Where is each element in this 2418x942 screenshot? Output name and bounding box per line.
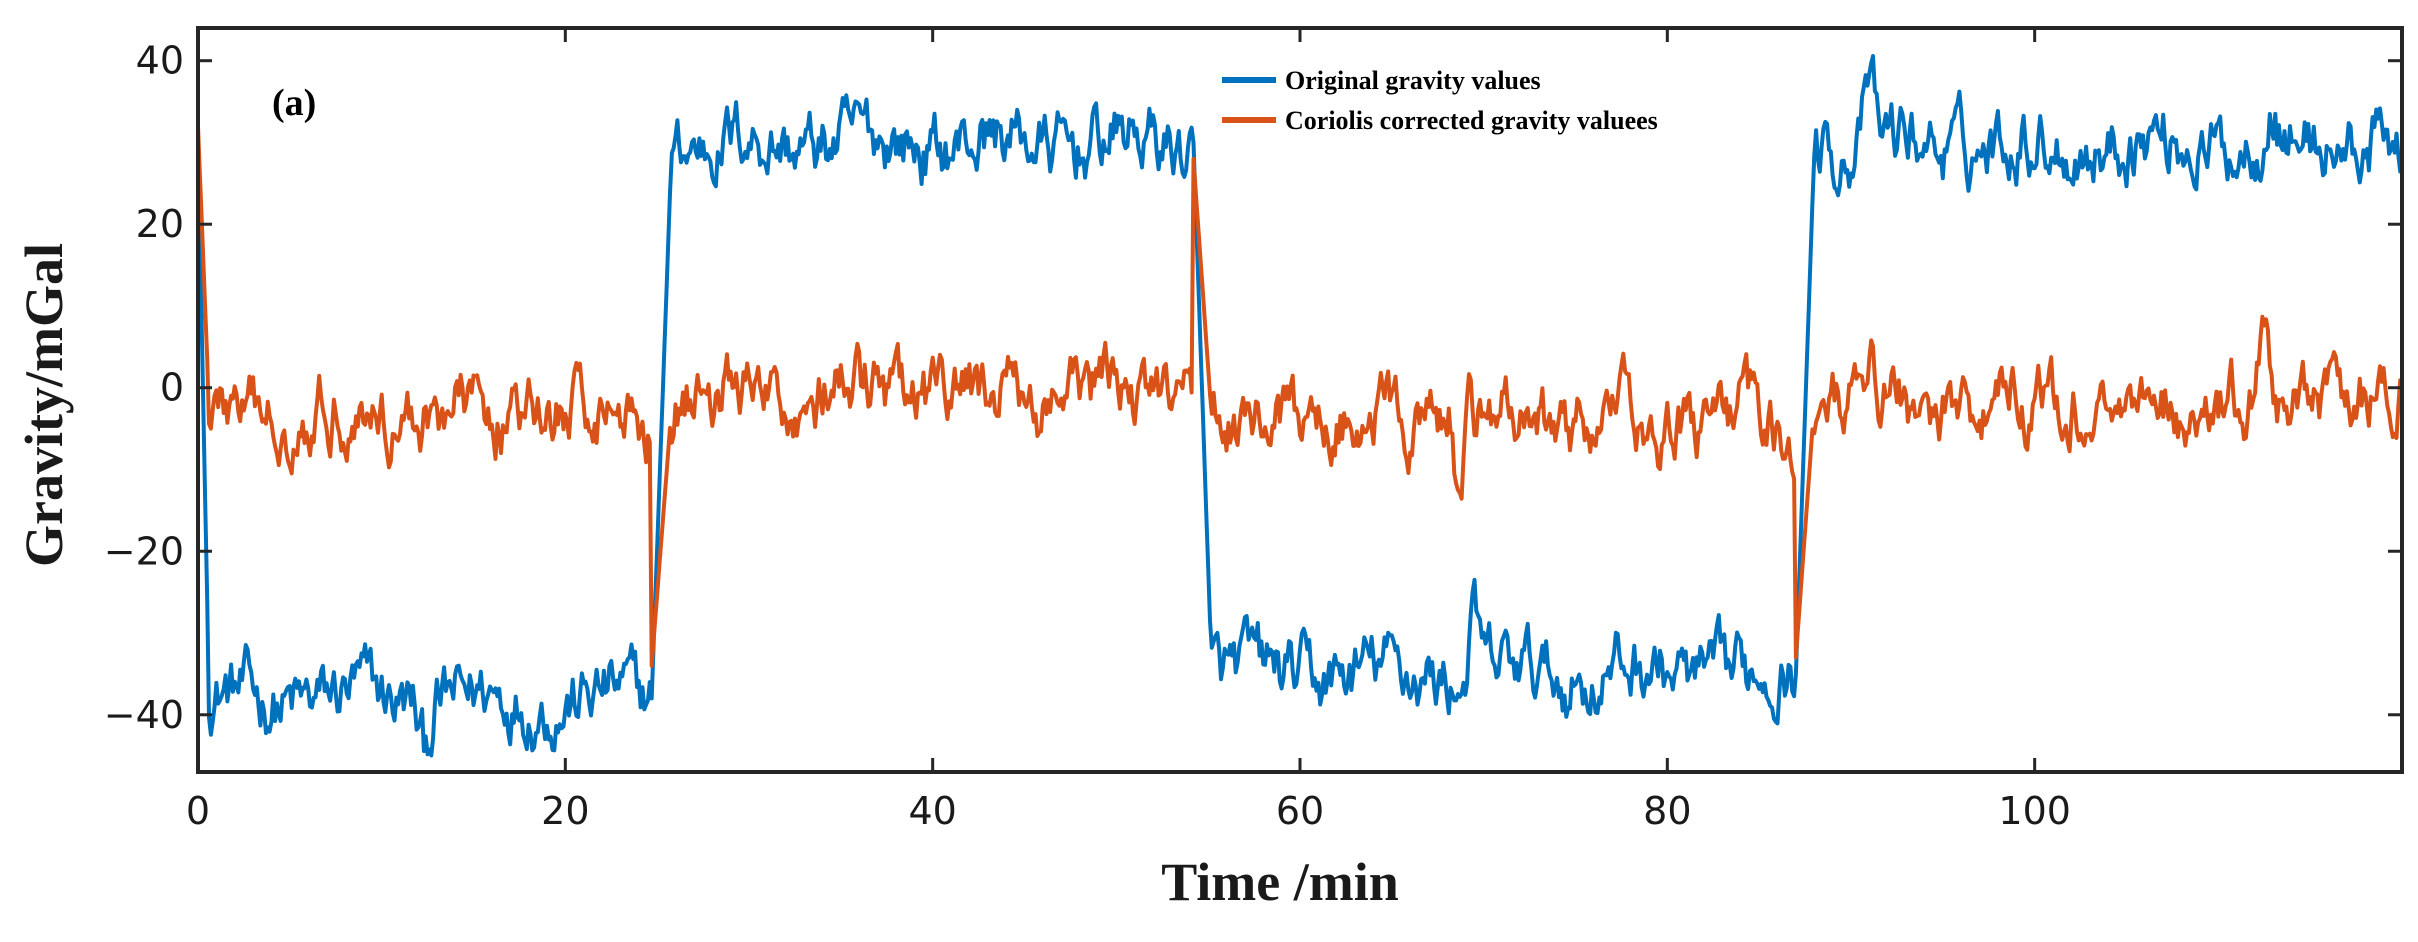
y-tick-label: 40 bbox=[136, 39, 184, 83]
tick-labels: 0 20 40 60 80 100 −40 −20 0 20 40 bbox=[104, 39, 2071, 833]
y-tick-label: 0 bbox=[160, 366, 184, 410]
x-tick-label: 100 bbox=[1998, 789, 2071, 833]
plot-lines bbox=[196, 54, 2403, 758]
y-tick-label: −40 bbox=[104, 693, 184, 737]
y-axis-title: Gravity/mGal bbox=[14, 243, 74, 567]
series-line-corrected bbox=[196, 126, 2403, 668]
legend-label-original: Original gravity values bbox=[1285, 66, 1541, 95]
panel-label: (a) bbox=[272, 82, 316, 124]
axis-ticks bbox=[196, 28, 2402, 772]
y-tick-label: 20 bbox=[136, 202, 184, 246]
x-tick-label: 20 bbox=[541, 789, 589, 833]
x-tick-label: 40 bbox=[908, 789, 956, 833]
legend: Original gravity values Coriolis correct… bbox=[1222, 66, 1658, 135]
x-tick-label: 60 bbox=[1276, 789, 1324, 833]
legend-label-corrected: Coriolis corrected gravity valuees bbox=[1285, 106, 1658, 135]
x-tick-label: 80 bbox=[1643, 789, 1691, 833]
y-tick-label: −20 bbox=[104, 529, 184, 573]
series-line-original bbox=[196, 54, 2403, 758]
x-axis-title: Time /min bbox=[1161, 852, 1399, 912]
x-tick-label: 0 bbox=[186, 789, 210, 833]
